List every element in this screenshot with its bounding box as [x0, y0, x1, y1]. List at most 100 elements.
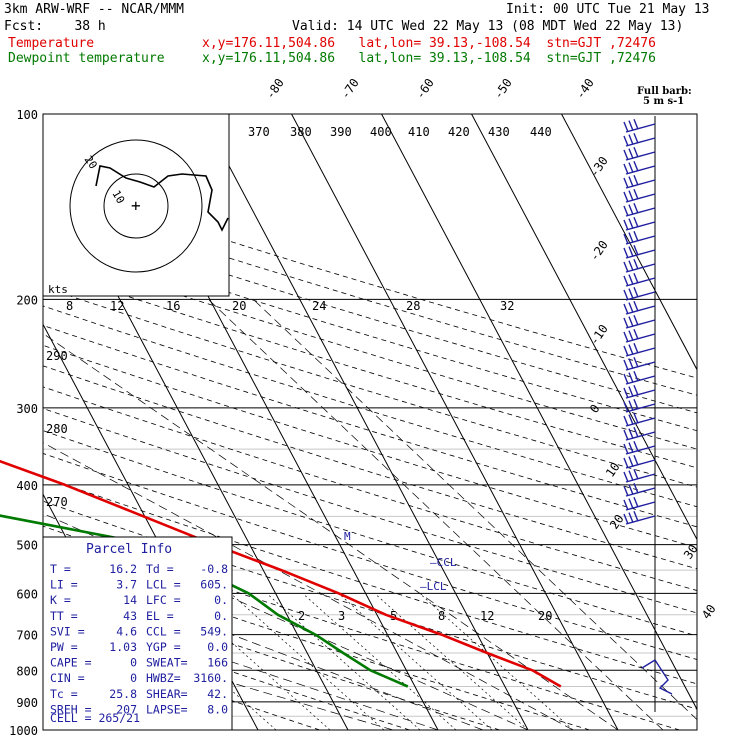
parcel-value: 0. [214, 609, 228, 623]
barb-flag [633, 202, 639, 214]
model-title: 3km ARW-WRF -- NCAR/MMM [4, 2, 185, 17]
barb-flag [623, 219, 629, 231]
barb-flag [623, 429, 629, 441]
mixing-ratio-label: 24 [312, 299, 326, 313]
wind-barbs: Full barb:5 m s-1 [623, 86, 692, 712]
barb-flag [623, 471, 629, 483]
wind-barb [623, 272, 656, 287]
barb-staff [625, 137, 656, 147]
init-time: Init: 00 UTC Tue 21 May 13 [506, 2, 710, 17]
parcel-value: 3.7 [116, 578, 137, 592]
barb-flag [623, 121, 629, 133]
barb-staff [625, 305, 656, 315]
barb-flag [623, 317, 629, 329]
barb-legend-title: Full barb: [637, 86, 692, 97]
wind-barb [623, 384, 656, 399]
barb-staff [625, 473, 656, 483]
parcel-value: 0. [214, 593, 228, 607]
dry-adiabat [43, 551, 590, 730]
barb-flag [633, 300, 639, 312]
wind-barb [623, 440, 656, 455]
theta-label: 370 [248, 125, 270, 139]
parcel-value: 207 [116, 702, 137, 716]
wind-barb [623, 202, 656, 217]
barb-staff [625, 221, 656, 231]
barb-flag [633, 272, 639, 284]
valid-time: Valid: 14 UTC Wed 22 May 13 (08 MDT Wed … [292, 19, 684, 34]
barb-flag [633, 412, 639, 424]
wind-barb [623, 454, 656, 469]
barb-flag [623, 485, 629, 497]
parcel-value: 3160. [193, 671, 228, 685]
barb-flag [628, 358, 634, 369]
parcel-value: 0 [130, 671, 137, 685]
dewpoint-location: x,y=176.11,504.86 lat,lon= 39.13,-108.54… [202, 51, 656, 66]
parcel-key: CCL = [146, 624, 181, 638]
theta-label: 400 [370, 125, 392, 139]
parcel-key: K = [50, 593, 71, 607]
barb-flag [623, 443, 629, 455]
mixing-ratio-label: 32 [500, 299, 514, 313]
melting-marker: M [344, 530, 351, 543]
barb-flag [633, 146, 639, 158]
wind-barb [623, 258, 656, 273]
barb-staff [625, 501, 656, 511]
barb-flag [628, 120, 634, 131]
barb-flag [628, 162, 634, 173]
parcel-key: SWEAT= [146, 656, 188, 670]
theta-label: 270 [46, 495, 68, 509]
parcel-title: Parcel Info [86, 542, 172, 557]
barb-flag [623, 289, 629, 301]
barb-flag [623, 401, 629, 413]
parcel-value: 4.6 [116, 624, 137, 638]
barb-flag [628, 176, 634, 187]
wind-barb [623, 398, 656, 413]
barb-flag [628, 414, 634, 425]
parcel-value: 43 [123, 609, 137, 623]
parcel-cell: CELL = 265/21 [50, 711, 140, 725]
barb-flag [623, 359, 629, 371]
parcel-key: Td = [146, 562, 174, 576]
isotherm-label: -40 [573, 76, 597, 102]
parcel-value: -0.8 [200, 562, 228, 576]
mixing-ratio-label: 8 [438, 609, 445, 623]
barb-flag [623, 261, 629, 273]
mixing-ratio-label: 20 [538, 609, 552, 623]
pressure-tick-label: 1000 [9, 724, 38, 738]
parcel-value: 1.03 [109, 640, 137, 654]
wind-barb [623, 300, 656, 315]
parcel-value: 0 [130, 656, 137, 670]
theta-label: 420 [448, 125, 470, 139]
parcel-key: CAPE = [50, 656, 92, 670]
theta-label: 280 [46, 422, 68, 436]
barb-staff [625, 235, 656, 245]
ccl-marker: —CCL [430, 556, 457, 569]
barb-flag [628, 484, 634, 495]
barb-staff [625, 151, 656, 161]
isotherm-label: 10 [603, 460, 623, 480]
wind-barb [623, 342, 656, 357]
mixing-ratio-label: 12 [110, 299, 124, 313]
barb-flag [633, 160, 639, 172]
barb-flag [633, 468, 639, 480]
mixing-ratio-label: 3 [338, 609, 345, 623]
pressure-tick-label: 100 [16, 108, 38, 122]
hodograph-center: + [131, 196, 141, 215]
barb-flag [623, 499, 629, 511]
barb-flag [633, 398, 639, 410]
dry-adiabat [43, 476, 697, 685]
isotherm-label: -70 [338, 76, 362, 102]
isotherm-line [471, 114, 697, 541]
mixing-ratio-label: 16 [166, 299, 180, 313]
wind-barb [623, 468, 656, 483]
barb-flag [628, 456, 634, 467]
barb-flag [633, 356, 639, 368]
barb-flag [623, 345, 629, 357]
parcel-key: T = [50, 562, 71, 576]
forecast-hour: Fcst: 38 h [4, 19, 106, 34]
barb-flag [628, 190, 634, 201]
barb-flag [628, 288, 634, 299]
theta-label: 410 [408, 125, 430, 139]
parcel-key: SVI = [50, 624, 85, 638]
barb-flag [623, 303, 629, 315]
